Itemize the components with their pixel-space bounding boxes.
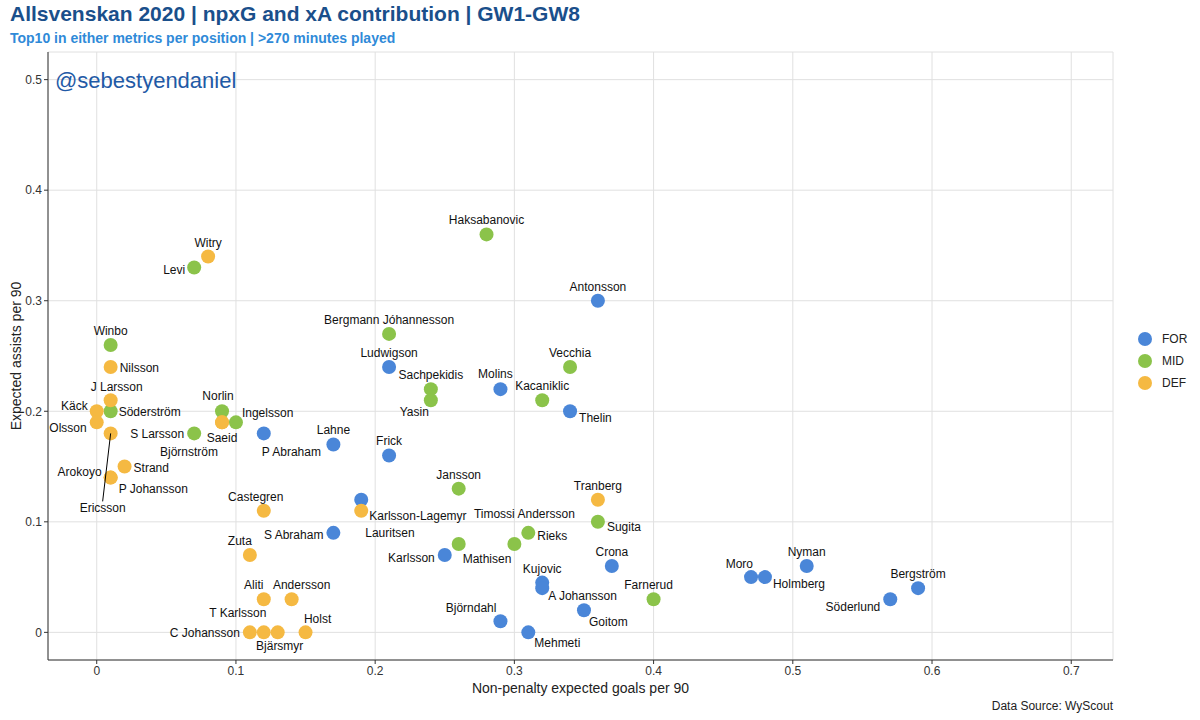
svg-text:Thelin: Thelin xyxy=(579,411,612,425)
svg-text:Rieks: Rieks xyxy=(537,529,567,543)
svg-text:Söderström: Söderström xyxy=(119,405,181,419)
svg-text:S Abraham: S Abraham xyxy=(264,528,323,542)
svg-text:0.1: 0.1 xyxy=(25,515,42,529)
svg-text:Karlsson: Karlsson xyxy=(388,551,435,565)
svg-text:Nyman: Nyman xyxy=(788,545,826,559)
html-text:Non-penalty expected goals per: Non-penalty expected goals per 90 xyxy=(471,680,690,696)
svg-text:T Karlsson: T Karlsson xyxy=(209,606,266,620)
svg-text:Nilsson: Nilsson xyxy=(120,361,159,375)
svg-text:Crona: Crona xyxy=(595,545,628,559)
svg-text:P Abraham: P Abraham xyxy=(262,445,321,459)
svg-text:Ludwigson: Ludwigson xyxy=(360,346,417,360)
svg-text:Bjärsmyr: Bjärsmyr xyxy=(256,639,303,653)
svg-text:Expected assists per 90: Expected assists per 90 xyxy=(8,281,24,430)
svg-text:P Johansson: P Johansson xyxy=(119,482,188,496)
svg-text:Olsson: Olsson xyxy=(49,421,86,435)
svg-text:C Johansson: C Johansson xyxy=(170,626,240,640)
svg-text:Norlin: Norlin xyxy=(202,389,233,403)
svg-text:0.3: 0.3 xyxy=(25,294,42,308)
svg-text:0.2: 0.2 xyxy=(367,664,384,678)
svg-text:Timossi Andersson: Timossi Andersson xyxy=(474,507,575,521)
svg-text:0.4: 0.4 xyxy=(645,664,662,678)
svg-text:Farnerud: Farnerud xyxy=(624,578,673,592)
svg-text:Winbo: Winbo xyxy=(94,324,128,338)
svg-text:Frick: Frick xyxy=(376,434,403,448)
svg-text:0.7: 0.7 xyxy=(1063,664,1080,678)
svg-text:0.3: 0.3 xyxy=(506,664,523,678)
svg-text:Strand: Strand xyxy=(134,461,169,475)
html-text:FOR: FOR xyxy=(1162,332,1188,346)
svg-text:Lauritsen: Lauritsen xyxy=(365,526,414,540)
svg-text:Jansson: Jansson xyxy=(436,468,481,482)
svg-text:Lahne: Lahne xyxy=(317,423,351,437)
svg-text:Arokoyo: Arokoyo xyxy=(58,465,102,479)
html-text:MID: MID xyxy=(1162,354,1184,368)
svg-text:0: 0 xyxy=(35,626,42,640)
svg-text:Holmberg: Holmberg xyxy=(773,577,825,591)
svg-text:J Larsson: J Larsson xyxy=(91,380,143,394)
svg-text:Söderlund: Söderlund xyxy=(826,600,881,614)
svg-text:Andersson: Andersson xyxy=(273,578,330,592)
html-text:DEF: DEF xyxy=(1162,376,1186,390)
svg-text:0: 0 xyxy=(93,664,100,678)
svg-text:Ericsson: Ericsson xyxy=(80,501,126,515)
svg-text:Levi: Levi xyxy=(163,263,185,277)
svg-text:Sachpekidis: Sachpekidis xyxy=(398,368,463,382)
svg-text:0.1: 0.1 xyxy=(228,664,245,678)
svg-text:0.6: 0.6 xyxy=(924,664,941,678)
svg-text:Sugita: Sugita xyxy=(607,520,641,534)
svg-text:Björndahl: Björndahl xyxy=(446,601,497,615)
svg-text:Björnström: Björnström xyxy=(160,445,218,459)
svg-text:0.5: 0.5 xyxy=(784,664,801,678)
svg-text:Witry: Witry xyxy=(194,236,221,250)
svg-text:Mathisen: Mathisen xyxy=(463,552,512,566)
svg-text:Vecchia: Vecchia xyxy=(549,346,591,360)
svg-text:Bergström: Bergström xyxy=(890,567,945,581)
svg-text:Bergmann Jóhannesson: Bergmann Jóhannesson xyxy=(324,313,454,327)
svg-text:Kujovic: Kujovic xyxy=(523,562,562,576)
svg-text:Antonsson: Antonsson xyxy=(570,280,627,294)
svg-text:Kacaniklic: Kacaniklic xyxy=(515,379,569,393)
svg-text:Tranberg: Tranberg xyxy=(574,479,622,493)
svg-text:Saeid: Saeid xyxy=(207,431,238,445)
svg-text:Karlsson-Lagemyr: Karlsson-Lagemyr xyxy=(369,509,466,523)
svg-text:Ingelsson: Ingelsson xyxy=(242,406,293,420)
svg-text:Holst: Holst xyxy=(304,612,332,626)
svg-text:Goitom: Goitom xyxy=(589,615,628,629)
svg-text:Haksabanovic: Haksabanovic xyxy=(449,213,524,227)
html-text:Allsvenskan 2020 | npxG and xA: Allsvenskan 2020 | npxG and xA contribut… xyxy=(10,2,580,25)
svg-text:0.4: 0.4 xyxy=(25,183,42,197)
svg-text:S Larsson: S Larsson xyxy=(130,427,184,441)
html-text:Top10 in either metrics per po: Top10 in either metrics per position | >… xyxy=(10,30,396,46)
svg-text:0.5: 0.5 xyxy=(25,73,42,87)
html-text:@sebestyendaniel: @sebestyendaniel xyxy=(55,68,237,93)
html-text:Data Source: WyScout: Data Source: WyScout xyxy=(991,699,1113,713)
svg-text:Moro: Moro xyxy=(726,557,754,571)
svg-text:Aliti: Aliti xyxy=(244,578,263,592)
svg-text:0.2: 0.2 xyxy=(25,405,42,419)
svg-text:Castegren: Castegren xyxy=(228,490,283,504)
svg-text:A Johansson: A Johansson xyxy=(548,589,617,603)
svg-text:Käck: Käck xyxy=(61,399,89,413)
svg-text:Mehmeti: Mehmeti xyxy=(534,636,580,650)
svg-text:Molins: Molins xyxy=(478,367,513,381)
svg-text:Yasin: Yasin xyxy=(400,405,429,419)
svg-text:Zuta: Zuta xyxy=(228,534,252,548)
